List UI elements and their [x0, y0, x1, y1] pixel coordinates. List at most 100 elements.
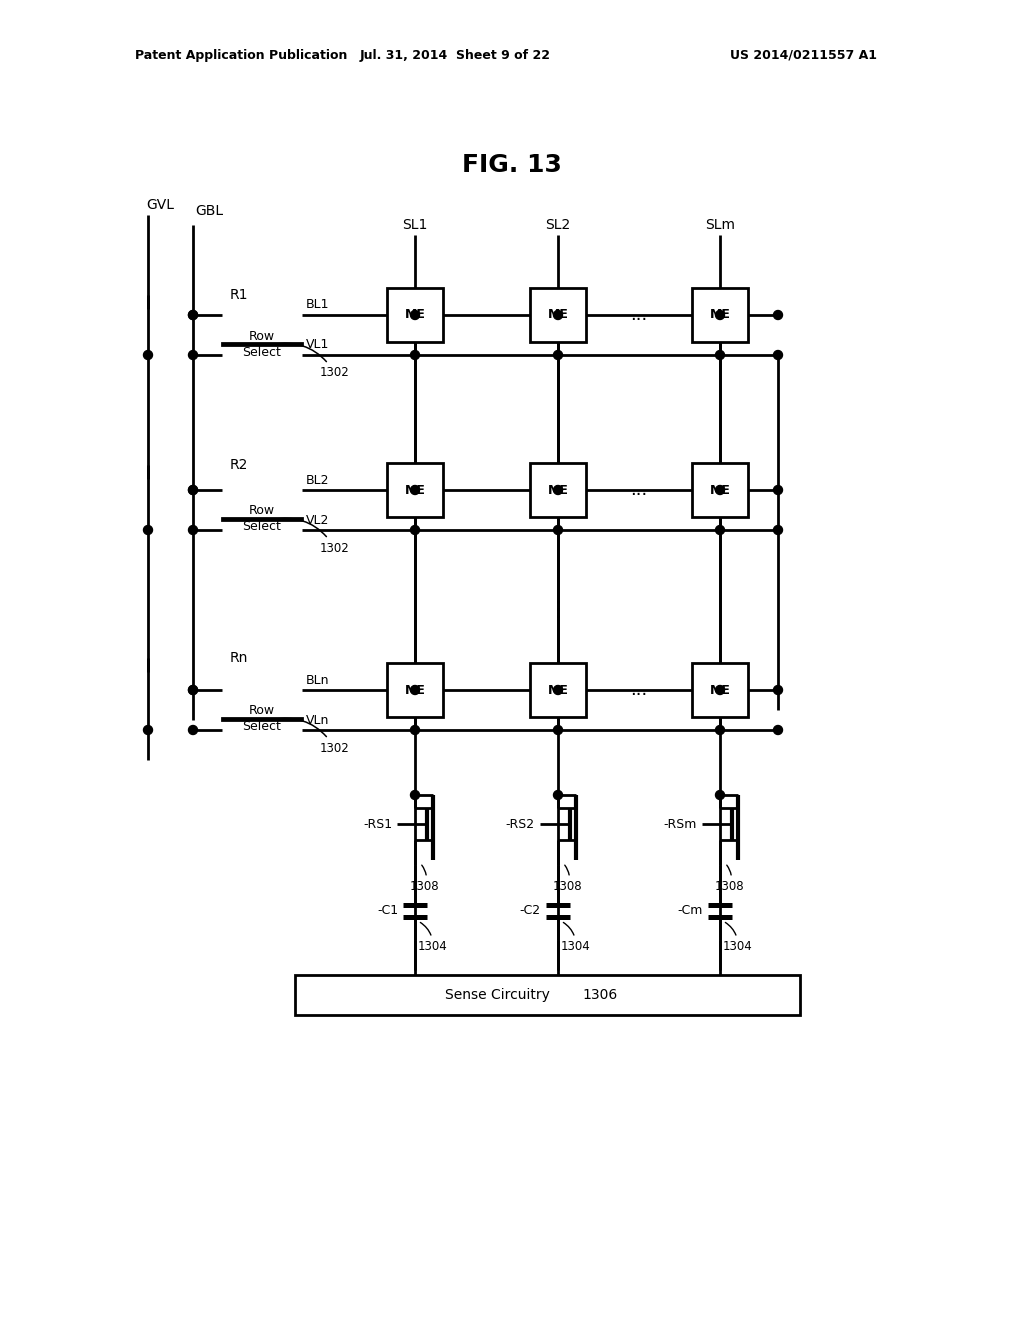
Text: BLn: BLn	[306, 673, 330, 686]
Text: SL2: SL2	[546, 218, 570, 232]
Text: SL1: SL1	[402, 218, 428, 232]
Circle shape	[554, 791, 562, 800]
Bar	[387, 663, 443, 717]
Text: ME: ME	[710, 309, 730, 322]
Text: Select: Select	[243, 520, 282, 533]
Circle shape	[411, 791, 420, 800]
Text: ME: ME	[548, 684, 568, 697]
Circle shape	[554, 486, 562, 495]
Circle shape	[411, 486, 420, 495]
Circle shape	[554, 726, 562, 734]
Circle shape	[773, 351, 782, 359]
Text: Select: Select	[243, 721, 282, 734]
Text: R1: R1	[230, 288, 249, 302]
Circle shape	[188, 726, 198, 734]
Circle shape	[716, 726, 725, 734]
Text: 1302: 1302	[272, 519, 350, 554]
Circle shape	[411, 525, 420, 535]
Text: Select: Select	[243, 346, 282, 359]
Text: FIG. 13: FIG. 13	[462, 153, 562, 177]
Text: Patent Application Publication: Patent Application Publication	[135, 49, 347, 62]
Text: -C1: -C1	[377, 904, 398, 917]
Text: 1304: 1304	[418, 923, 447, 953]
Text: Jul. 31, 2014  Sheet 9 of 22: Jul. 31, 2014 Sheet 9 of 22	[359, 49, 551, 62]
Text: ME: ME	[404, 309, 425, 322]
Circle shape	[143, 726, 153, 734]
Circle shape	[773, 726, 782, 734]
Bar	[295, 975, 800, 1015]
Circle shape	[554, 525, 562, 535]
Bar	[387, 463, 443, 517]
Circle shape	[188, 486, 198, 495]
Circle shape	[143, 351, 153, 359]
Circle shape	[716, 525, 725, 535]
Text: -C2: -C2	[520, 904, 541, 917]
Text: ME: ME	[548, 309, 568, 322]
Text: ME: ME	[404, 684, 425, 697]
Text: ME: ME	[710, 684, 730, 697]
Text: 1308: 1308	[553, 865, 583, 894]
Text: 1304: 1304	[561, 923, 591, 953]
Circle shape	[188, 525, 198, 535]
Circle shape	[773, 685, 782, 694]
Text: 1308: 1308	[715, 865, 744, 894]
Text: BL2: BL2	[306, 474, 330, 487]
Circle shape	[188, 351, 198, 359]
Circle shape	[411, 685, 420, 694]
Text: SLm: SLm	[705, 218, 735, 232]
Bar	[222, 718, 302, 719]
Text: US 2014/0211557 A1: US 2014/0211557 A1	[730, 49, 877, 62]
Text: -RS2: -RS2	[506, 817, 535, 830]
Circle shape	[143, 525, 153, 535]
Text: 1302: 1302	[272, 343, 350, 380]
Text: Row: Row	[249, 504, 275, 517]
Bar	[692, 288, 748, 342]
Text: ME: ME	[548, 483, 568, 496]
Text: VL1: VL1	[306, 338, 330, 351]
Circle shape	[716, 486, 725, 495]
Bar	[692, 663, 748, 717]
Circle shape	[773, 310, 782, 319]
Bar	[530, 663, 586, 717]
Text: ⋮: ⋮	[548, 601, 568, 620]
Circle shape	[554, 310, 562, 319]
Text: R2: R2	[230, 458, 249, 473]
Text: GBL: GBL	[195, 205, 223, 218]
Bar	[530, 288, 586, 342]
Circle shape	[188, 685, 198, 694]
Text: Row: Row	[249, 330, 275, 342]
Text: 1302: 1302	[272, 718, 350, 755]
Circle shape	[716, 685, 725, 694]
Circle shape	[188, 685, 198, 694]
Bar	[692, 463, 748, 517]
Text: Row: Row	[249, 705, 275, 718]
Text: VL2: VL2	[306, 513, 330, 527]
Bar	[222, 343, 302, 345]
Circle shape	[411, 351, 420, 359]
Text: ...: ...	[631, 681, 647, 700]
Text: 1306: 1306	[582, 987, 617, 1002]
Text: VLn: VLn	[306, 714, 330, 726]
Text: GVL: GVL	[146, 198, 174, 213]
Text: ...: ...	[631, 480, 647, 499]
Text: ME: ME	[710, 483, 730, 496]
Circle shape	[716, 351, 725, 359]
Text: -Cm: -Cm	[678, 904, 703, 917]
Bar	[530, 463, 586, 517]
Text: ...: ...	[631, 306, 647, 323]
Text: -RS1: -RS1	[362, 817, 392, 830]
Text: 1308: 1308	[410, 865, 439, 894]
Circle shape	[411, 726, 420, 734]
Bar	[387, 288, 443, 342]
Circle shape	[773, 486, 782, 495]
Text: Sense Circuitry: Sense Circuitry	[445, 987, 555, 1002]
Text: Rn: Rn	[230, 651, 249, 665]
Circle shape	[188, 310, 198, 319]
Circle shape	[716, 791, 725, 800]
Text: BL1: BL1	[306, 298, 330, 312]
Circle shape	[188, 486, 198, 495]
Text: -RSm: -RSm	[664, 817, 697, 830]
Circle shape	[188, 310, 198, 319]
Circle shape	[411, 310, 420, 319]
Circle shape	[554, 351, 562, 359]
